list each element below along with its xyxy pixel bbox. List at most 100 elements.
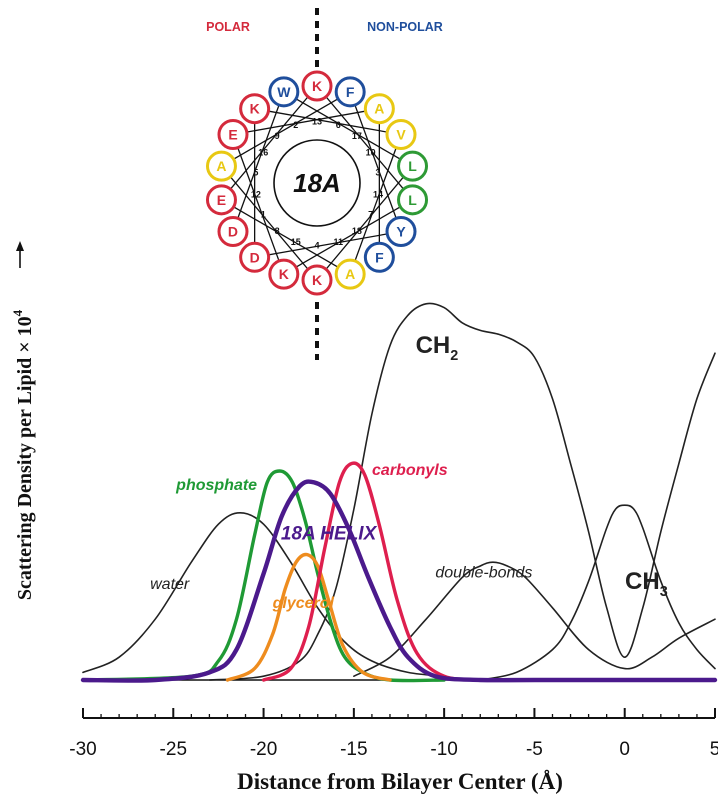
chart: water CH2 CH3 double-bonds phosphate glycerol…: [10, 241, 718, 794]
wheel-residue: E: [205, 184, 237, 216]
wheel-spoke: [220, 165, 318, 281]
wheel-position-number: 11: [333, 237, 343, 247]
series-line-water: [82, 511, 445, 677]
wheel-residue-circle: [301, 70, 333, 102]
wheel-position-number: 5: [253, 168, 258, 178]
wheel-residue-circle: [268, 76, 300, 108]
wheel-position-number: 3: [376, 168, 381, 178]
wheel-spoke: [349, 91, 402, 232]
x-tick-label: -5: [526, 739, 543, 760]
x-axis-ticks: -30 -25 -20 -15 -10 -5 0 5: [69, 708, 718, 760]
wheel-residue-letter: Y: [396, 224, 406, 240]
polar-label: POLAR: [206, 20, 250, 34]
y-axis-label-superscript: 4: [10, 309, 25, 316]
wheel-position-number: 7: [368, 210, 373, 220]
wheel-position-number: 4: [314, 241, 319, 251]
wheel-residue: Y: [385, 216, 417, 247]
wheel-residue-circle: [385, 119, 417, 150]
wheel-position-number: 17: [352, 131, 362, 141]
wheel-position-number: 1: [261, 210, 266, 220]
wheel-residue-letter: K: [312, 272, 322, 288]
wheel-residue: D: [239, 241, 271, 273]
wheel-residue-letter: K: [250, 101, 260, 117]
wheel-residue-letter: K: [279, 266, 289, 282]
wheel-residue-letter: A: [374, 101, 384, 117]
wheel-position-number: 15: [291, 237, 301, 247]
wheel-center-circle: [273, 139, 361, 227]
series-line-glycerol: [225, 552, 392, 682]
wheel-spoke: [254, 108, 402, 136]
wheel-residue: K: [239, 93, 271, 125]
series-layer: [80, 302, 718, 683]
wheel-residue: F: [363, 241, 395, 273]
wheel-position-number: 13: [312, 117, 322, 127]
wheel-residue-circle: [205, 150, 237, 182]
wheel-position-number: 6: [336, 120, 341, 130]
wheel-spoke: [232, 134, 285, 275]
wheel-spoke: [221, 91, 351, 167]
wheel-residue-circle: [239, 241, 271, 273]
series-label-water: water: [150, 576, 190, 593]
series-line-ch3: [479, 504, 716, 681]
wheel-position-number: 9: [275, 131, 280, 141]
series-label-phosphate: phosphate: [175, 477, 257, 494]
wheel-residue: L: [397, 150, 429, 182]
wheel-residue-letter: A: [216, 158, 226, 174]
wheel-spoke: [316, 165, 414, 281]
wheel-residue-letter: D: [250, 249, 260, 265]
wheel-residue-letter: K: [312, 78, 322, 94]
wheel-spoke: [349, 134, 402, 275]
y-axis-label: Scattering Density per Lipid × 104: [10, 309, 36, 600]
wheel-residue-letter: F: [375, 249, 384, 265]
wheel-residue-circle: [268, 258, 300, 290]
series-line-carbonyls: [261, 461, 482, 682]
wheel-position-number: 16: [258, 148, 268, 158]
wheel-residue: D: [217, 216, 249, 247]
x-axis-label: Distance from Bilayer Center (Å): [237, 769, 563, 794]
wheel-residue-circle: [217, 216, 249, 247]
series-label-carbonyls: carbonyls: [372, 462, 448, 479]
series-label-double-bonds: double-bonds: [435, 564, 532, 581]
wheel-residue: K: [301, 264, 333, 296]
wheel-residue-letter: L: [408, 192, 417, 208]
wheel-residue-circle: [217, 119, 249, 150]
series-line-phosphate: [81, 469, 446, 683]
wheel-residue-circle: [385, 216, 417, 247]
wheel-residue: W: [268, 76, 300, 108]
wheel-spoke: [283, 91, 413, 167]
wheel-residue: K: [301, 70, 333, 102]
wheel-spoke: [316, 85, 414, 201]
wheel-position-number: 2: [293, 120, 298, 130]
wheel-residue-letter: D: [228, 224, 238, 240]
wheel-residue: V: [385, 119, 417, 150]
wheel-spoke: [254, 230, 402, 258]
wheel-residue-circle: [301, 264, 333, 296]
wheel-residue-letter: F: [346, 84, 355, 100]
wheel-residue-letter: W: [277, 84, 291, 100]
wheel-residue: L: [397, 184, 429, 216]
wheel-residue-letter: V: [396, 127, 406, 143]
series-label-ch3: CH3: [625, 568, 668, 600]
series-line-18a-helix: [80, 479, 718, 683]
series-label-glycerol: glycerol: [272, 595, 335, 612]
x-tick-label: 0: [619, 739, 630, 760]
nonpolar-label: NON-POLAR: [367, 20, 443, 34]
wheel-spoke: [283, 199, 413, 275]
wheel-position-number: 18: [352, 226, 362, 236]
series-line-ch2: [208, 302, 716, 681]
x-tick-label: -30: [69, 739, 96, 760]
wheel-residue-letter: L: [408, 158, 417, 174]
series-labels: water CH2 CH3 double-bonds phosphate glycerol…: [150, 332, 668, 612]
x-tick-label: -10: [430, 739, 457, 760]
series-label-18a-helix: 18A HELIX: [281, 523, 378, 544]
wheel-center-label: 18A: [293, 168, 341, 198]
wheel-residue-letter: E: [217, 192, 226, 208]
x-tick-label: -15: [340, 739, 367, 760]
wheel-residue: E: [217, 119, 249, 150]
x-tick-label: -25: [160, 739, 187, 760]
wheel-residue-circle: [205, 184, 237, 216]
x-tick-label: -20: [250, 739, 277, 760]
wheel-position-number: 14: [373, 189, 383, 199]
